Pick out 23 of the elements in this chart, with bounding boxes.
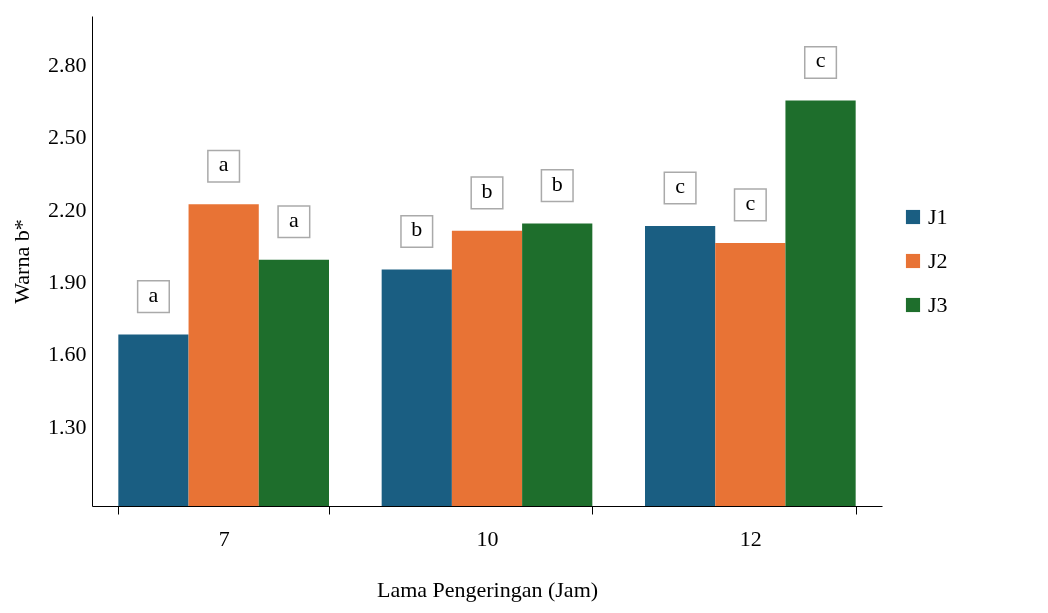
y-tick-label: 2.80 <box>48 51 87 77</box>
annotation: a <box>148 281 159 307</box>
y-axis-title: Warna b* <box>9 219 34 304</box>
annotation: c <box>815 47 826 73</box>
annotation: c <box>745 189 756 215</box>
annotation: c <box>675 173 686 198</box>
legend-label: J1 <box>928 204 948 229</box>
x-tick-label: 7 <box>218 525 230 551</box>
x-tick-label: 10 <box>476 525 499 551</box>
y-tick-label: 2.50 <box>48 124 87 150</box>
legend-label: J3 <box>928 292 948 317</box>
y-tick-label: 2.20 <box>48 196 87 222</box>
y-tick-label: 1.30 <box>48 413 87 439</box>
annotation: b <box>551 170 563 196</box>
annotation: a <box>289 206 300 232</box>
y-tick-label: 1.90 <box>48 269 87 295</box>
annotation: a <box>218 151 229 177</box>
y-tick-label: 1.60 <box>48 341 87 367</box>
x-axis-title: Lama Pengeringan (Jam) <box>376 576 599 602</box>
annotation: b <box>481 177 493 203</box>
legend-label: J2 <box>928 248 948 273</box>
x-tick-label: 12 <box>739 525 762 551</box>
annotation: b <box>411 216 423 242</box>
